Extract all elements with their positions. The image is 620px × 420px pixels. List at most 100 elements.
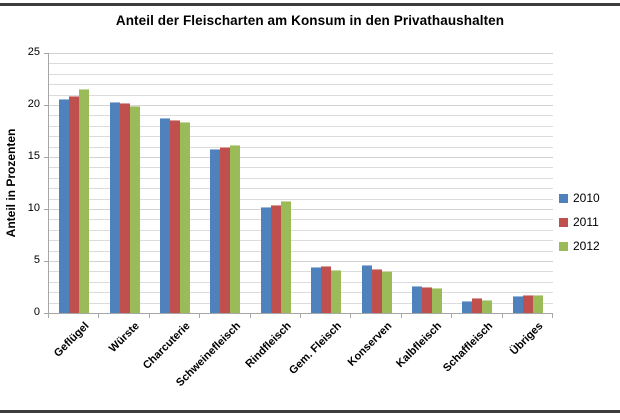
y-tick-mark-25: [44, 53, 48, 54]
gridline-24: [49, 63, 553, 65]
bar-wuerste-2010: [109, 101, 120, 313]
gridline-7: [49, 240, 553, 242]
y-tick-label-0: 0: [33, 306, 40, 318]
x-tick-mark-5: [300, 314, 301, 318]
legend-item-2012: 2012: [559, 239, 600, 253]
x-tick-mark-2: [148, 314, 150, 318]
legend-swatch-2011: [559, 217, 568, 227]
gridline-5: [49, 261, 553, 262]
bottom-border-rule: [0, 410, 620, 413]
y-tick-mark-10: [44, 209, 48, 210]
bar-wuerste-2012: [129, 106, 140, 313]
gridline-18: [49, 125, 553, 127]
bar-uebriges-2012: [532, 295, 543, 313]
bar-gefluegel-2011: [69, 95, 80, 313]
x-tick-mark-7: [400, 314, 402, 318]
gridline-1: [49, 302, 553, 304]
gridline-23: [49, 73, 553, 75]
top-border-rule: [0, 3, 620, 6]
y-tick-label-20: 20: [27, 98, 40, 110]
bar-charcuterie-2012: [180, 121, 190, 313]
x-label-gefluegel: Geflügel: [52, 320, 92, 360]
gridline-3: [49, 281, 553, 283]
x-tick-mark-9: [501, 314, 503, 318]
y-tick-mark-5: [44, 261, 48, 262]
bar-konserven-2011: [371, 269, 382, 313]
gridline-11: [49, 198, 553, 200]
gridline-12: [49, 188, 553, 190]
x-label-charcuterie: Charcuterie: [140, 320, 193, 372]
legend-item-2011: 2011: [559, 215, 600, 229]
bar-schweinefleisch-2012: [230, 144, 241, 313]
plot-area: [48, 53, 553, 314]
legend-label-2011: 2011: [573, 215, 599, 229]
gridline-14: [49, 167, 553, 169]
gridline-15: [49, 157, 553, 158]
y-tick-mark-20: [44, 105, 48, 106]
bar-rindfleisch-2012: [280, 200, 291, 313]
legend-label-2012: 2012: [573, 239, 600, 253]
legend-swatch-2010: [559, 193, 568, 203]
x-label-gem-fleisch: Gem. Fleisch: [286, 320, 344, 377]
gridline-21: [49, 94, 553, 96]
gridline-17: [49, 136, 553, 138]
x-label-uebriges: Übriges: [507, 320, 546, 358]
bar-gem-fleisch-2012: [331, 270, 342, 313]
bar-uebriges-2011: [522, 295, 533, 313]
gridline-16: [49, 146, 553, 148]
x-label-konserven: Konserven: [345, 320, 395, 369]
bar-wuerste-2011: [119, 102, 130, 313]
gridline-9: [49, 219, 553, 221]
bar-kalbfleisch-2010: [412, 286, 422, 313]
y-tick-label-15: 15: [27, 150, 40, 162]
x-label-schaffleisch: Schaffleisch: [440, 320, 495, 375]
gridline-4: [49, 271, 553, 273]
x-tick-mark-0: [48, 314, 49, 318]
y-tick-label-5: 5: [33, 254, 40, 266]
bar-rindfleisch-2011: [270, 204, 281, 313]
gridline-22: [49, 84, 553, 86]
bar-schweinefleisch-2010: [210, 148, 221, 313]
x-tick-mark-8: [451, 314, 453, 318]
gridline-2: [49, 292, 553, 294]
bar-kalbfleisch-2012: [432, 288, 442, 313]
bar-konserven-2012: [381, 271, 392, 313]
bar-gem-fleisch-2010: [311, 267, 322, 313]
x-tick-mark-1: [98, 314, 100, 318]
gridline-8: [49, 229, 553, 231]
bar-charcuterie-2011: [170, 119, 180, 313]
bar-uebriges-2010: [512, 296, 523, 313]
gridline-6: [49, 250, 553, 252]
gridline-13: [49, 177, 553, 179]
y-tick-mark-15: [44, 157, 48, 158]
bar-rindfleisch-2010: [260, 206, 271, 313]
x-label-wuerste: Würste: [107, 320, 143, 355]
bar-schaffleisch-2011: [472, 298, 483, 313]
bar-schaffleisch-2010: [462, 300, 473, 313]
bar-konserven-2010: [361, 265, 372, 313]
gridline-20: [49, 105, 553, 106]
bar-kalbfleisch-2011: [422, 287, 432, 313]
y-tick-label-25: 25: [27, 46, 40, 58]
gridline-25: [49, 53, 553, 54]
chart-legend: 2010 2011 2012: [559, 191, 600, 263]
gridline-10: [49, 209, 553, 210]
bar-charcuterie-2010: [160, 117, 170, 313]
x-tick-mark-4: [249, 314, 251, 318]
bar-schaffleisch-2012: [482, 299, 493, 313]
bar-gefluegel-2012: [79, 89, 90, 313]
legend-swatch-2012: [559, 241, 568, 251]
legend-item-2010: 2010: [559, 191, 600, 205]
y-tick-mark-0: [44, 313, 48, 314]
x-label-kalbfleisch: Kalbfleisch: [394, 320, 445, 370]
bar-schweinefleisch-2011: [220, 146, 231, 313]
bar-gem-fleisch-2011: [321, 266, 332, 313]
legend-label-2010: 2010: [573, 191, 600, 205]
chart-title: Anteil der Fleischarten am Konsum in den…: [115, 13, 505, 28]
y-tick-label-10: 10: [27, 202, 40, 214]
x-tick-mark-10: [552, 314, 553, 318]
bar-gefluegel-2010: [59, 98, 70, 313]
x-tick-mark-6: [350, 314, 352, 318]
gridline-19: [49, 115, 553, 117]
x-tick-mark-3: [199, 314, 201, 318]
